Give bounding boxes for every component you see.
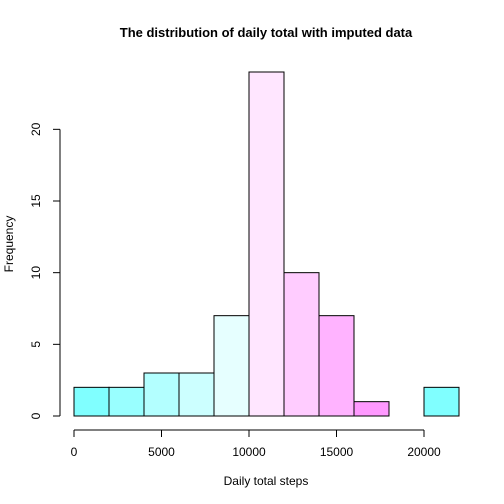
histogram-bar-4 [213,315,250,417]
x-tick-label: 20000 [407,445,441,459]
histogram-bar-6 [283,272,320,417]
histogram-bar-3 [178,372,215,417]
histogram-bar-1 [108,386,145,417]
x-tick-label: 15000 [320,445,354,459]
x-axis: 0 5000 10000 15000 20000 [71,429,441,459]
y-tick-label: 10 [29,266,43,280]
histogram-bar-10 [423,386,460,417]
x-tick-label: 5000 [148,445,175,459]
x-tick-label: 10000 [232,445,266,459]
histogram-bar-8 [353,401,390,417]
histogram-bar-0 [73,386,110,417]
x-tick-label: 0 [71,445,78,459]
histogram-bar-2 [143,372,180,417]
y-tick-label: 0 [29,412,43,419]
histogram-bar-5 [248,71,285,417]
y-tick-label: 20 [29,122,43,136]
y-axis-label: Frequency [2,216,16,273]
histogram-bar-7 [318,315,355,417]
y-axis: 0 5 10 15 20 [29,122,61,419]
y-tick-label: 5 [29,341,43,348]
y-tick-label: 15 [29,194,43,208]
x-axis-label: Daily total steps [224,474,309,488]
chart-title: The distribution of daily total with imp… [120,25,413,40]
bars-group [73,71,460,417]
